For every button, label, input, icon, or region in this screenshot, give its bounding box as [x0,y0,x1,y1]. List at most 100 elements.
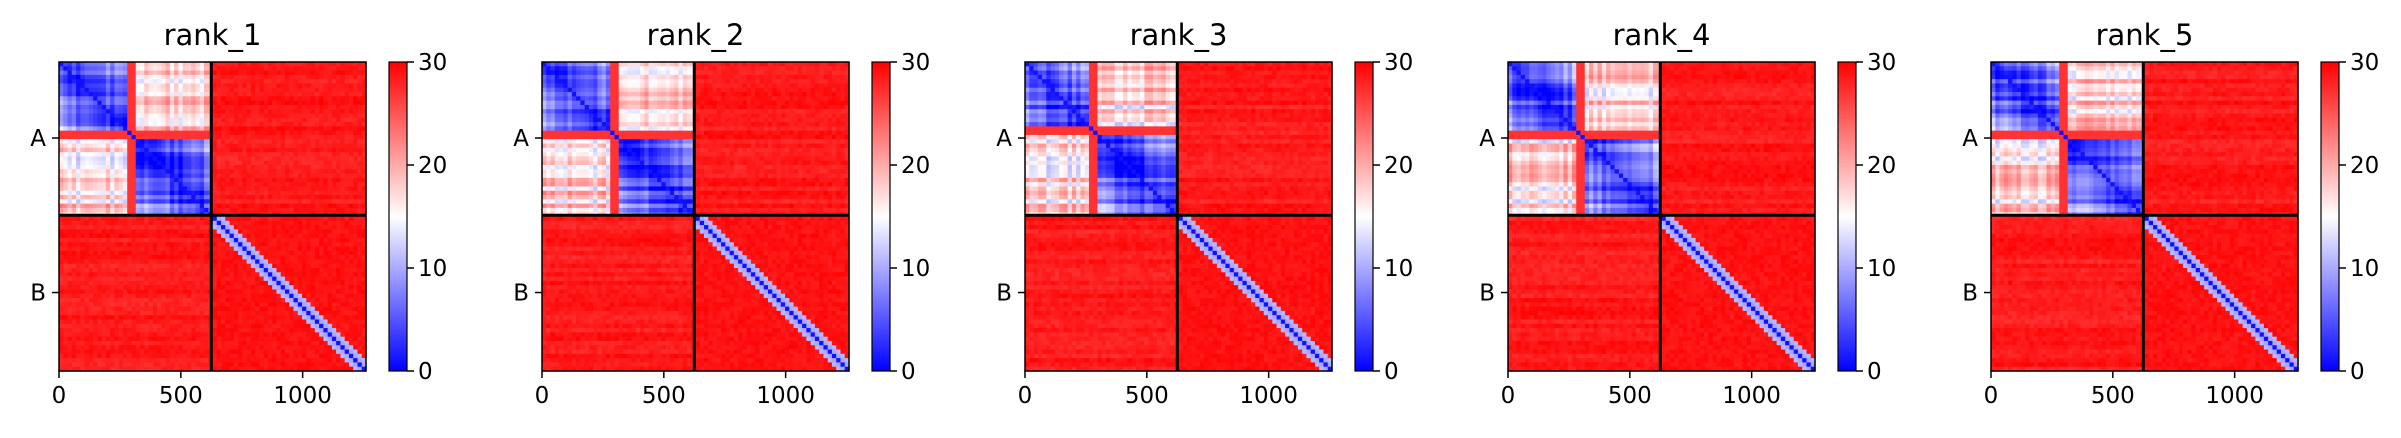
heatmap-cell [280,233,286,239]
heatmap-cell [110,332,116,338]
heatmap-cell [289,285,295,291]
heatmap-cell [289,152,295,158]
heatmap-cell [306,272,312,278]
heatmap-cell [165,289,171,295]
heatmap-cell [63,203,69,209]
heatmap-cell [114,147,120,153]
heatmap-cell [63,242,69,248]
heatmap-cell [255,177,260,183]
heatmap-cell [327,328,333,333]
heatmap-cell [272,117,278,123]
heatmap-cell [246,199,252,205]
heatmap-cell [246,216,252,222]
heatmap-cell [191,220,197,226]
heatmap-cell [174,306,179,312]
heatmap-cell [348,263,354,269]
heatmap-cell [340,345,346,351]
heatmap-cell [114,220,120,226]
heatmap-cell [357,259,363,265]
heatmap-cell [297,62,303,67]
heatmap-cell [135,87,141,93]
heatmap-cell [306,156,312,162]
heatmap-cell [186,225,192,230]
heatmap-cell [144,328,150,333]
heatmap-cell [174,160,179,166]
heatmap-cell [182,345,188,351]
heatmap-cell [340,134,346,140]
heatmap-cell [182,255,188,261]
heatmap-cell [76,272,81,278]
heatmap-cell [114,66,120,72]
heatmap-cell [327,87,333,93]
heatmap-cell [71,276,77,282]
heatmap-cell [357,268,363,273]
heatmap-cell [203,104,209,110]
heatmap-cell [178,160,184,166]
heatmap-cell [80,173,86,179]
heatmap-cell [327,92,333,97]
heatmap-cell [67,147,73,153]
heatmap-cell [169,276,175,282]
heatmap-cell [242,117,248,123]
heatmap-cell [357,165,363,170]
heatmap-cell [71,182,77,188]
heatmap-cell [76,156,81,162]
heatmap-cell [182,315,188,321]
heatmap-cell [221,122,226,127]
heatmap-cell [122,177,128,183]
heatmap-cell [174,96,179,102]
heatmap-cell [59,152,64,158]
heatmap-cell [272,87,278,93]
heatmap-cell [302,242,307,248]
heatmap-cell [169,165,175,170]
heatmap-cell [353,315,359,321]
heatmap-cell [80,199,86,205]
heatmap-cell [238,319,243,325]
heatmap-cell [88,130,94,136]
heatmap-cell [212,130,218,136]
heatmap-cell [267,117,273,123]
heatmap-cell [186,134,192,140]
heatmap-cell [105,87,111,93]
heatmap-cell [182,126,188,132]
heatmap-cell [289,298,295,303]
heatmap-cell [157,276,162,282]
heatmap-cell [110,220,116,226]
heatmap-cell [306,345,312,351]
heatmap-cell [353,152,359,158]
heatmap-cell [242,216,248,222]
heatmap-cell [259,70,265,76]
heatmap-cell [122,306,128,312]
heatmap-cell [131,216,137,222]
heatmap-cell [229,272,235,278]
heatmap-cell [101,87,107,93]
heatmap-cell [361,255,367,261]
heatmap-cell [238,195,243,200]
heatmap-cell [284,315,290,321]
heatmap-cell [297,113,303,119]
heatmap-cell [361,276,367,282]
heatmap-cell [174,203,179,209]
heatmap-cell [327,319,333,325]
heatmap-cell [110,358,116,364]
heatmap-cell [246,233,252,239]
heatmap-cell [212,259,218,265]
heatmap-cell [144,298,150,303]
heatmap-cell [302,272,307,278]
heatmap-cell [148,323,154,329]
heatmap-cell [105,310,111,316]
heatmap-cell [353,83,359,89]
heatmap-cell [314,195,320,200]
heatmap-cell [67,190,73,196]
heatmap-cell [131,263,137,269]
heatmap-cell [122,293,128,299]
heatmap-cell [97,358,103,364]
heatmap-cell [80,293,86,299]
heatmap-cell [114,246,120,252]
heatmap-cell [152,62,158,67]
heatmap-cell [216,310,222,316]
heatmap-cell [293,340,299,346]
heatmap-cell [165,328,171,333]
heatmap-cell [131,349,137,355]
heatmap-cell [302,87,307,93]
